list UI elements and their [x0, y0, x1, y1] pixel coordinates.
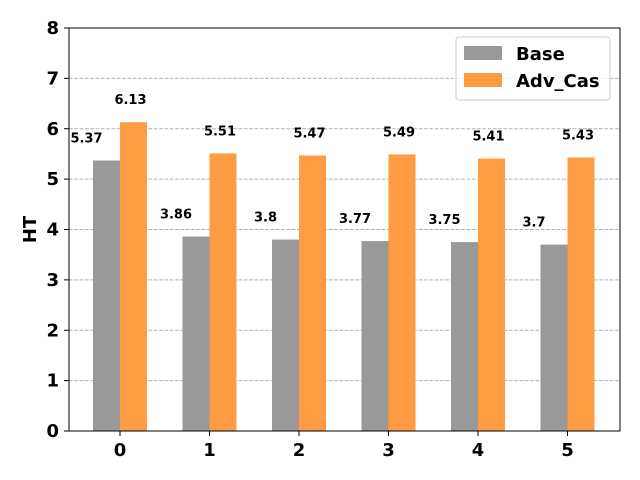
data-label-base-1: 3.86 — [160, 208, 192, 223]
bar-base-5 — [540, 244, 568, 431]
legend-label-adv-cas: Adv_Cas — [516, 71, 600, 92]
x-tick-label-0: 0 — [114, 440, 127, 461]
x-tick-label-4: 4 — [472, 440, 485, 461]
bar-adv-cas-1 — [209, 153, 237, 431]
bar-adv-cas-0 — [120, 122, 147, 432]
bar-base-1 — [182, 236, 210, 431]
legend-swatch-base — [464, 46, 502, 60]
bar-base-2 — [272, 239, 299, 431]
data-label-adv-cas-2: 5.47 — [293, 126, 325, 141]
y-tick-label-7: 7 — [46, 68, 59, 89]
y-tick-label-5: 5 — [46, 169, 59, 190]
data-label-base-3: 3.77 — [339, 212, 371, 227]
x-tick-label-1: 1 — [203, 440, 216, 461]
data-labels: 5.37 3.86 3.8 3.77 3.75 3.7 6.13 5.51 5.47 5.49 5.… — [70, 93, 594, 230]
y-axis-label: HT — [20, 215, 41, 243]
data-label-adv-cas-3: 5.49 — [383, 125, 415, 140]
bar-adv-cas-3 — [388, 154, 416, 431]
legend-swatch-adv-cas — [464, 73, 502, 87]
x-tick-label-2: 2 — [293, 440, 306, 461]
bar-adv-cas-4 — [478, 158, 505, 431]
bar-adv-cas-5 — [567, 157, 595, 431]
data-label-adv-cas-1: 5.51 — [204, 124, 236, 139]
x-tick-label-5: 5 — [561, 440, 574, 461]
legend-label-base: Base — [516, 44, 565, 65]
legend: Base Adv_Cas — [455, 36, 611, 101]
data-label-adv-cas-4: 5.41 — [472, 129, 504, 144]
y-tick-label-3: 3 — [46, 270, 59, 291]
y-tick-label-6: 6 — [46, 119, 59, 140]
data-label-adv-cas-5: 5.43 — [562, 128, 594, 143]
y-tick-label-8: 8 — [46, 18, 59, 39]
data-label-adv-cas-0: 6.13 — [114, 93, 146, 108]
bar-base-0 — [93, 160, 120, 431]
data-label-base-2: 3.8 — [254, 211, 277, 226]
y-tick-label-2: 2 — [46, 320, 59, 341]
y-tick-label-0: 0 — [46, 421, 59, 442]
bar-adv-cas-2 — [299, 155, 326, 432]
y-tick-label-1: 1 — [46, 371, 59, 392]
y-tick-label-4: 4 — [46, 220, 59, 241]
data-label-base-5: 3.7 — [522, 216, 545, 231]
bars — [93, 122, 595, 432]
y-axis-ticks: 0 1 2 3 4 5 6 7 8 — [46, 18, 69, 442]
x-axis-ticks: 0 1 2 3 4 5 — [114, 431, 574, 461]
data-label-base-4: 3.75 — [428, 213, 460, 228]
data-label-base-0: 5.37 — [70, 131, 102, 146]
x-tick-label-3: 3 — [382, 440, 395, 461]
bar-base-3 — [361, 241, 389, 431]
bar-base-4 — [451, 242, 478, 431]
